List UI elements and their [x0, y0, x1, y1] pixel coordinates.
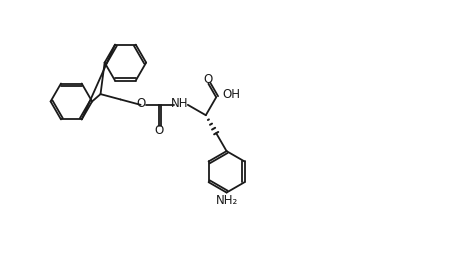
Text: O: O	[203, 73, 212, 86]
Text: O: O	[155, 124, 164, 137]
Text: NH₂: NH₂	[216, 194, 238, 207]
Text: NH: NH	[171, 97, 189, 110]
Text: OH: OH	[223, 88, 241, 101]
Text: O: O	[137, 97, 146, 110]
